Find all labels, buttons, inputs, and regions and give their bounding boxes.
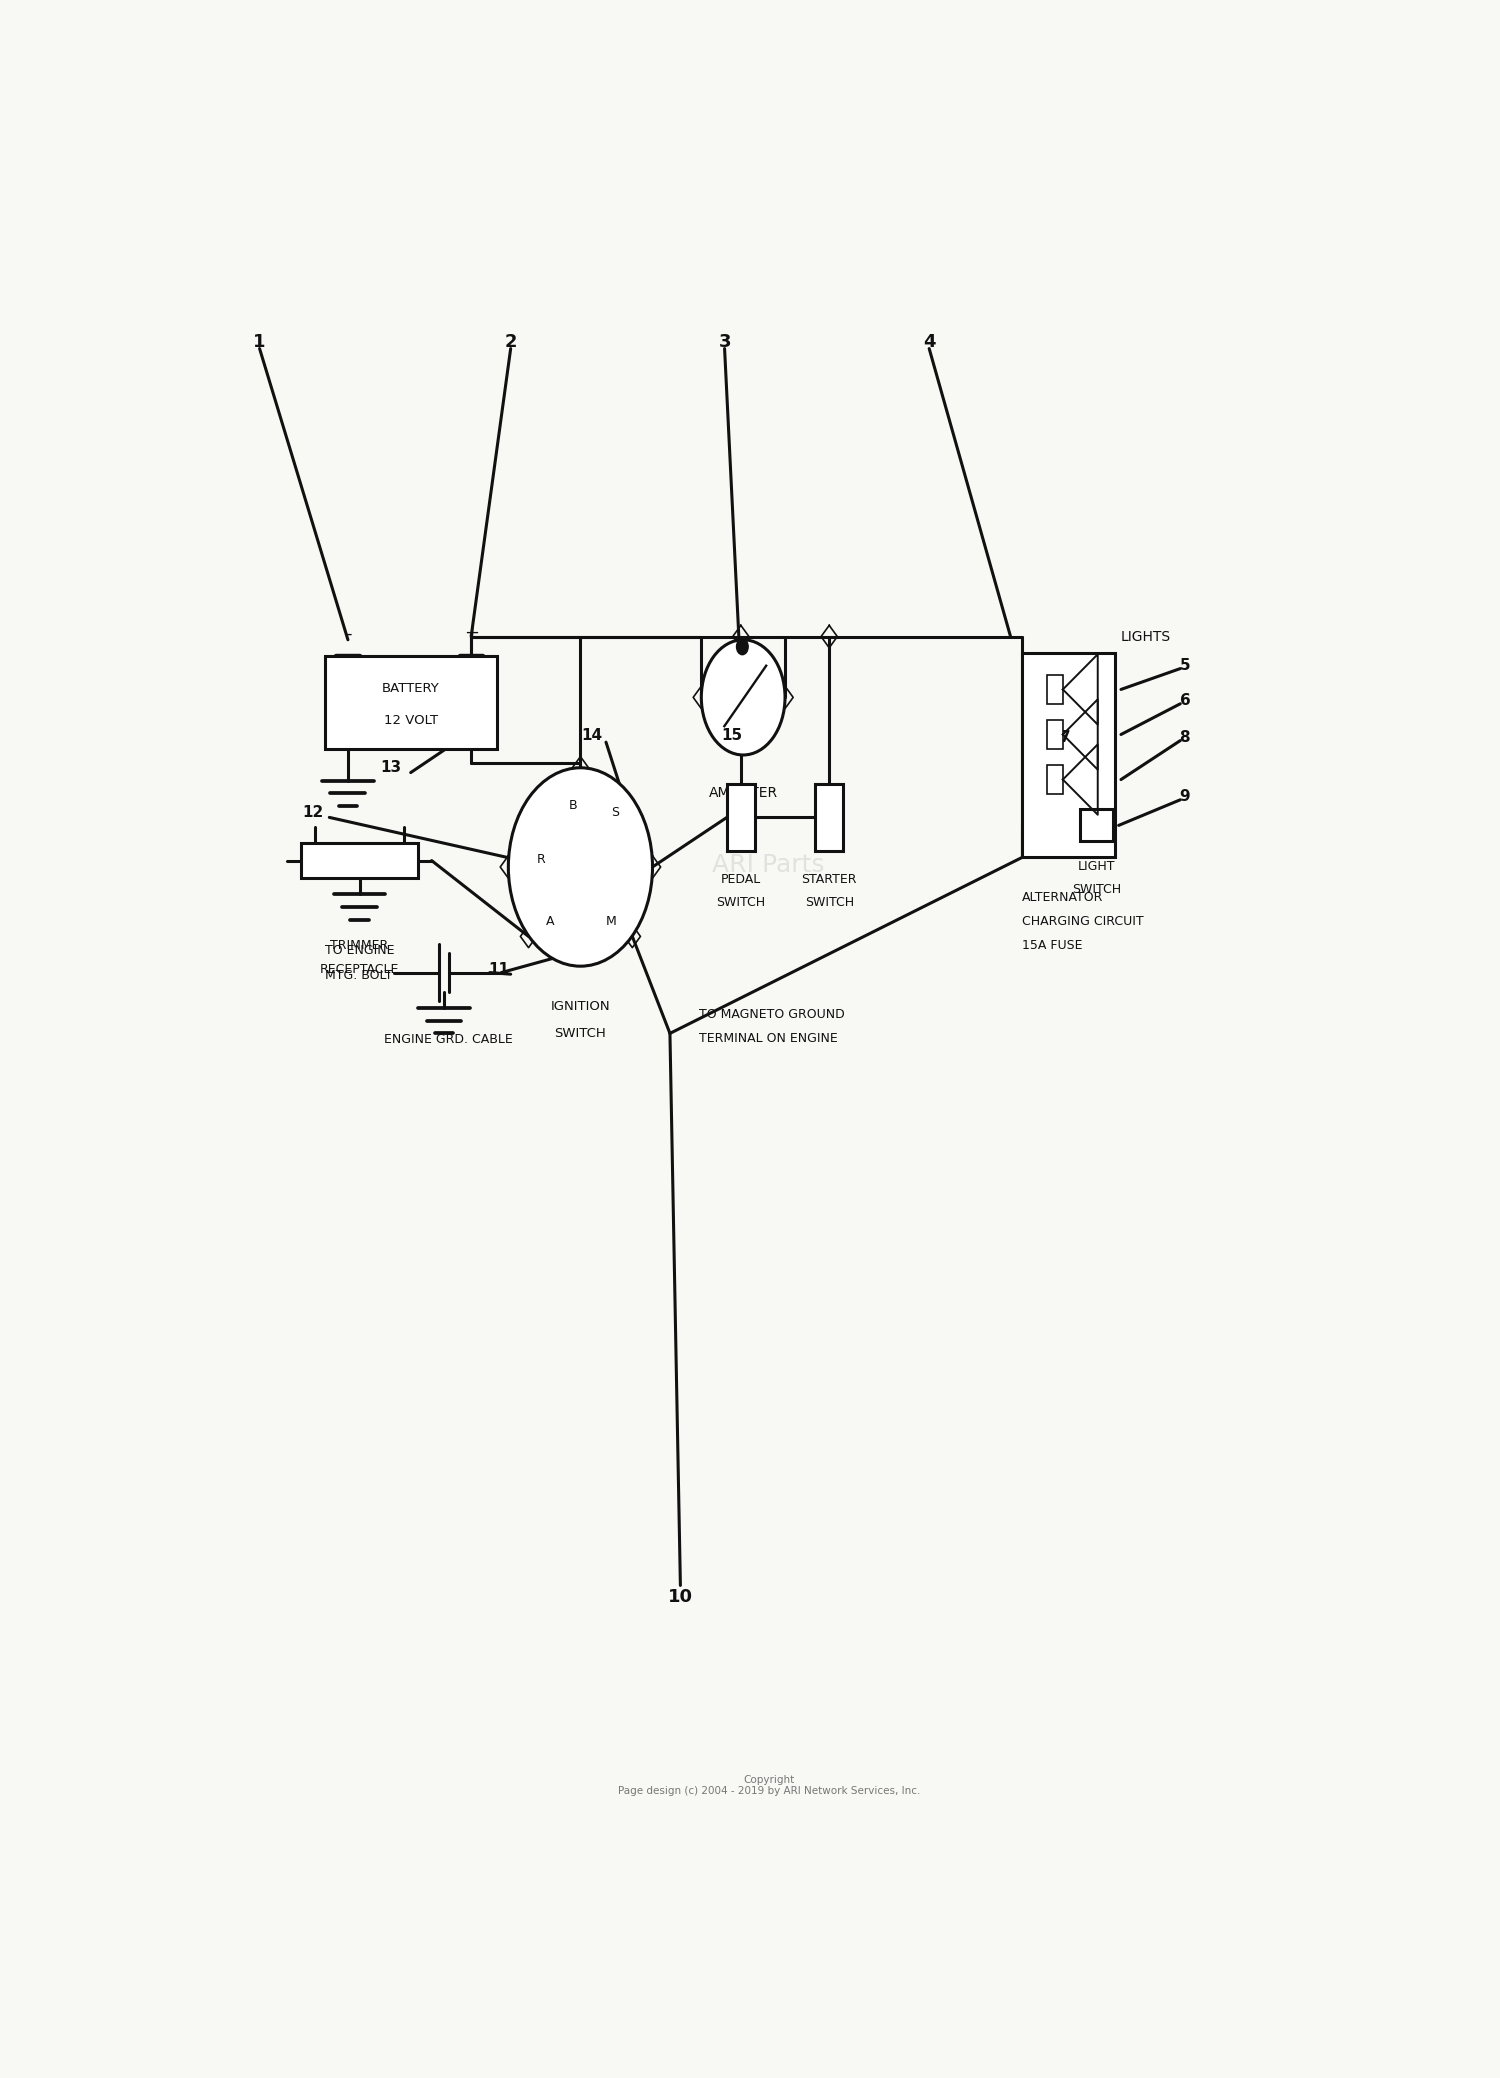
Text: 15A FUSE: 15A FUSE	[1022, 939, 1083, 952]
Text: 12 VOLT: 12 VOLT	[384, 715, 438, 727]
Text: M: M	[606, 914, 616, 929]
Text: ARI Parts: ARI Parts	[712, 854, 825, 877]
Text: 3: 3	[718, 332, 730, 351]
Text: MTG. BOLT: MTG. BOLT	[324, 968, 392, 983]
Circle shape	[509, 767, 652, 966]
Text: IGNITION: IGNITION	[550, 1000, 610, 1012]
Text: TERMINAL ON ENGINE: TERMINAL ON ENGINE	[699, 1031, 837, 1045]
Text: STARTER: STARTER	[801, 873, 856, 887]
Text: PEDAL: PEDAL	[720, 873, 760, 887]
Text: 5: 5	[1179, 659, 1190, 673]
Text: Copyright
Page design (c) 2004 - 2019 by ARI Network Services, Inc.: Copyright Page design (c) 2004 - 2019 by…	[618, 1775, 920, 1795]
Text: 10: 10	[668, 1588, 693, 1606]
Text: ENGINE GRD. CABLE: ENGINE GRD. CABLE	[384, 1033, 513, 1047]
Bar	[324, 657, 496, 748]
Text: B: B	[568, 798, 578, 812]
Text: +: +	[464, 623, 478, 642]
Text: SWITCH: SWITCH	[804, 896, 853, 908]
Text: 12: 12	[303, 804, 324, 821]
Text: SWITCH: SWITCH	[555, 1027, 606, 1039]
Text: 1: 1	[254, 332, 266, 351]
Bar	[1022, 652, 1114, 858]
Text: 11: 11	[489, 962, 510, 977]
Circle shape	[702, 640, 784, 754]
Bar	[1047, 721, 1064, 748]
Text: 14: 14	[582, 727, 603, 744]
Text: 6: 6	[1179, 694, 1191, 709]
Text: 2: 2	[504, 332, 518, 351]
Text: LIGHTS: LIGHTS	[1120, 630, 1172, 644]
Text: A: A	[546, 914, 555, 929]
Text: RECEPTACLE: RECEPTACLE	[320, 962, 399, 977]
Text: CHARGING CIRCUIT: CHARGING CIRCUIT	[1022, 914, 1144, 929]
Text: 15: 15	[722, 727, 742, 744]
Text: TRIMMER: TRIMMER	[330, 939, 388, 952]
Text: 7: 7	[1060, 729, 1071, 744]
Text: S: S	[610, 806, 620, 819]
Text: TO MAGNETO GROUND: TO MAGNETO GROUND	[699, 1008, 844, 1020]
Bar	[1047, 765, 1064, 794]
Text: R: R	[537, 852, 544, 867]
Text: SWITCH: SWITCH	[717, 896, 765, 908]
Text: 13: 13	[381, 761, 402, 775]
Text: 8: 8	[1179, 729, 1190, 744]
Circle shape	[736, 638, 748, 655]
Bar	[1080, 808, 1113, 842]
Text: 4: 4	[922, 332, 936, 351]
Text: BATTERY: BATTERY	[382, 682, 439, 694]
Text: LIGHT: LIGHT	[1078, 860, 1116, 873]
Text: TO ENGINE: TO ENGINE	[324, 943, 394, 956]
Bar	[1047, 675, 1064, 704]
Bar	[816, 783, 843, 852]
Bar	[728, 783, 754, 852]
Text: ALTERNATOR: ALTERNATOR	[1022, 891, 1104, 904]
Text: -: -	[345, 623, 351, 642]
Bar	[302, 844, 417, 879]
Text: AMMETER: AMMETER	[708, 785, 777, 800]
Text: 9: 9	[1179, 790, 1190, 804]
Text: SWITCH: SWITCH	[1072, 883, 1120, 896]
